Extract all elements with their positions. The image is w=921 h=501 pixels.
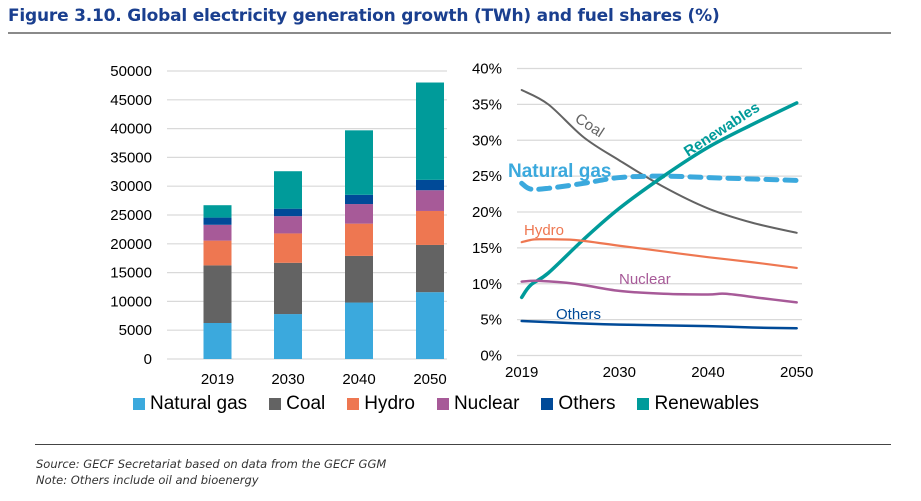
bar-y-tick-label: 40000: [110, 121, 152, 138]
bar-segment-renewables: [416, 82, 444, 180]
line-x-tick-label: 2050: [780, 364, 813, 381]
line-x-tick-label: 2019: [505, 364, 538, 381]
bar-segment-coal: [345, 255, 373, 303]
footer-divider: [35, 444, 891, 445]
legend-label: Hydro: [364, 393, 415, 414]
line-y-tick-label: 20%: [472, 204, 502, 221]
bar-segment-renewables: [274, 171, 302, 209]
title-divider: [8, 32, 891, 34]
bar-y-tick-label: 25000: [110, 207, 152, 224]
bar-segment-others: [274, 208, 302, 217]
line-y-tick-label: 5%: [480, 312, 502, 329]
bar-segment-others: [203, 217, 232, 225]
bar-y-tick-label: 15000: [110, 265, 152, 282]
line-series-others: [520, 319, 798, 330]
legend-swatch: [133, 398, 145, 410]
figure-title: Figure 3.10. Global electricity generati…: [8, 6, 720, 26]
bar-segment-nuclear: [203, 224, 232, 241]
bar-x-tick-label: 2019: [201, 371, 234, 388]
series-label-natural-gas: Natural gas: [508, 161, 611, 182]
bar-y-tick-label: 5000: [119, 322, 152, 339]
line-y-tick-label: 25%: [472, 168, 502, 185]
bar-y-tick-label: 0: [144, 351, 152, 368]
bar-y-tick-label: 30000: [110, 178, 152, 195]
line-series-coal: [520, 89, 798, 234]
legend-item-others: Others: [541, 393, 615, 415]
legend-swatch: [347, 398, 360, 410]
bar-segment-others: [416, 179, 444, 191]
legend-item-hydro: Hydro: [347, 393, 415, 415]
legend-label: Coal: [286, 393, 326, 414]
legend: Natural gas Coal Hydro Nuclear Others Renewab…: [133, 393, 781, 415]
bar-segment-nuclear: [416, 190, 444, 211]
line-series-hydro: [520, 238, 798, 270]
legend-swatch: [436, 398, 449, 410]
bar-x-tick-label: 2050: [413, 371, 446, 388]
series-label-nuclear: Nuclear: [619, 271, 671, 288]
bar-segment-nuclear: [345, 204, 373, 224]
bar-y-tick-label: 20000: [110, 236, 152, 253]
legend-item-nuclear: Nuclear: [436, 393, 520, 415]
line-chart: 0% 5% 10% 15% 20% 25% 30% 35% 40% 2019 2030 2040 205…: [472, 61, 813, 382]
bar-segment-others: [345, 194, 373, 205]
series-label-renewables: Renewables: [681, 99, 763, 160]
series-label-others: Others: [556, 306, 601, 323]
line-y-tick-label: 15%: [472, 240, 502, 257]
legend-label: Renewables: [654, 393, 760, 414]
bar-x-tick-label: 2040: [342, 371, 375, 388]
line-y-tick-label: 40%: [472, 61, 502, 78]
legend-item-coal: Coal: [269, 393, 325, 415]
series-label-coal: Coal: [572, 110, 607, 141]
bar-x-tick-label: 2030: [271, 371, 304, 388]
bar-segment-coal: [274, 262, 302, 315]
bar-segment-natural-gas: [203, 323, 232, 359]
bar-segment-natural-gas: [274, 314, 302, 359]
line-series-natural-gas: [519, 173, 800, 192]
legend-item-natural-gas: Natural gas: [133, 393, 247, 415]
bar-segment-coal: [416, 244, 444, 293]
bar-segment-natural-gas: [345, 302, 373, 359]
legend-swatch: [637, 398, 650, 410]
bar-y-tick-label: 50000: [110, 63, 152, 80]
line-x-tick-label: 2040: [691, 364, 724, 381]
line-y-tick-label: 10%: [472, 276, 502, 293]
line-x-tick-label: 2030: [603, 364, 636, 381]
bar-segment-natural-gas: [416, 292, 444, 359]
legend-item-renewables: Renewables: [637, 393, 759, 415]
bar-y-tick-label: 45000: [110, 92, 152, 109]
source-note: Source: GECF Secretariat based on data f…: [36, 457, 387, 471]
bar-y-tick-label: 10000: [110, 293, 152, 310]
bar-segment-nuclear: [274, 216, 302, 234]
bar-segment-hydro: [416, 210, 444, 245]
bar-segment-coal: [203, 265, 232, 323]
line-series-nuclear: [520, 279, 798, 304]
legend-label: Nuclear: [453, 393, 520, 414]
legend-swatch: [541, 398, 554, 410]
bar-segment-hydro: [345, 223, 373, 256]
bar-segment-hydro: [203, 240, 232, 266]
legend-label: Others: [558, 393, 616, 414]
line-series-renewables: [519, 101, 799, 300]
line-y-tick-label: 35%: [472, 96, 502, 113]
legend-label: Natural gas: [150, 393, 248, 414]
legend-swatch: [269, 398, 282, 410]
series-label-hydro: Hydro: [524, 222, 564, 239]
footnote: Note: Others include oil and bioenergy: [36, 473, 259, 487]
line-y-tick-label: 30%: [472, 132, 502, 149]
bar-segment-hydro: [274, 233, 302, 263]
line-y-tick-label: 0%: [480, 348, 502, 365]
bar-segment-renewables: [203, 205, 232, 218]
bar-segment-renewables: [345, 130, 373, 195]
bar-y-tick-label: 35000: [110, 149, 152, 166]
bar-chart: 0 5000 10000 15000 20000 25000 30000 35000 40000…: [110, 63, 447, 388]
